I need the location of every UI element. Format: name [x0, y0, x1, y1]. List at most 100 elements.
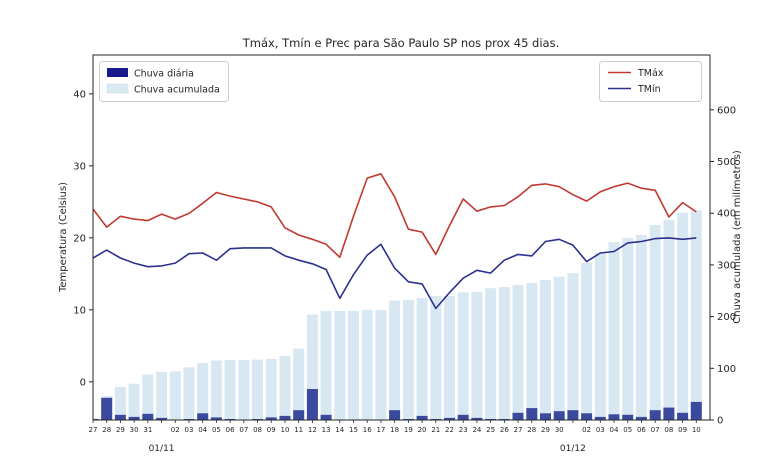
- x-tick-label: 06: [226, 426, 235, 434]
- left-tick-label: 30: [73, 161, 86, 172]
- chuva-diaria-bar: [594, 416, 606, 420]
- chart-title: Tmáx, Tmín e Prec para São Paulo SP nos …: [242, 36, 559, 50]
- chuva-acumulada-bar: [581, 262, 593, 420]
- chuva-diaria-bar: [635, 416, 647, 420]
- right-tick-label: 500: [717, 157, 736, 168]
- chuva-acumulada-bar: [608, 242, 620, 420]
- x-tick-label: 08: [664, 426, 673, 434]
- x-tick-label: 26: [500, 426, 509, 434]
- right-tick-label: 100: [717, 364, 736, 375]
- x-tick-label: 28: [527, 426, 536, 434]
- chuva-acumulada-bar: [389, 300, 401, 420]
- x-tick-label: 23: [459, 426, 468, 434]
- chuva-diaria-bar: [156, 417, 168, 420]
- chuva-diaria-bar: [567, 410, 579, 420]
- chuva-acumulada-bar: [526, 283, 538, 420]
- x-tick-label: 24: [472, 426, 481, 434]
- chuva-acumulada-bar: [416, 298, 428, 420]
- chuva-acumulada-bar: [430, 295, 442, 420]
- chuva-acumulada-bar: [457, 292, 469, 420]
- chuva-diaria-bar: [265, 417, 277, 420]
- legend-temp-box: [599, 61, 702, 102]
- chuva-diaria-bar: [306, 389, 318, 420]
- legend-label-chuva-diaria: Chuva diária: [134, 69, 194, 80]
- x-tick-label: 11: [294, 426, 303, 434]
- right-tick-label: 300: [717, 260, 736, 271]
- chuva-diaria-bar: [540, 413, 551, 420]
- left-axis-label: Temperatura (Celsius): [58, 182, 69, 293]
- x-tick-label: 07: [239, 426, 248, 434]
- right-tick-label: 0: [717, 416, 723, 427]
- chuva-acumulada-bar: [210, 360, 222, 420]
- x-tick-label: 03: [185, 426, 194, 434]
- x-tick-label: 04: [198, 426, 207, 434]
- chuva-diaria-bar: [608, 414, 620, 420]
- x-tick-label: 07: [651, 426, 660, 434]
- chuva-acumulada-bar: [183, 367, 195, 420]
- chuva-acumulada-bar: [320, 310, 332, 420]
- chuva-acumulada-bar: [334, 310, 346, 420]
- x-tick-label: 05: [623, 426, 632, 434]
- legend-label-tmax: TMáx: [637, 68, 664, 79]
- chuva-acumulada-bar: [361, 309, 373, 420]
- x-tick-label: 29: [541, 426, 550, 434]
- lines-layer: [93, 173, 697, 310]
- chuva-acumulada-bar: [128, 383, 140, 420]
- x-tick-label: 27: [89, 426, 98, 434]
- x-tick-label: 22: [445, 426, 454, 434]
- x-tick-label: 14: [335, 426, 344, 434]
- right-tick-label: 200: [717, 312, 736, 323]
- x-tick-label: 30: [555, 426, 564, 434]
- chuva-diaria-bar: [114, 414, 126, 420]
- chuva-diaria-bar: [101, 397, 113, 420]
- chuva-acumulada-bar: [677, 212, 689, 420]
- x-tick-label: 19: [404, 426, 413, 434]
- chuva-diaria-bar: [471, 417, 483, 420]
- chuva-acumulada-bar: [142, 374, 154, 420]
- right-axis-label: Chuva acumulada (em milímetros): [731, 150, 743, 324]
- legend-rain-box: [99, 61, 229, 102]
- left-tick-label: 10: [73, 305, 86, 316]
- x-major-label: 01/11: [149, 444, 175, 454]
- x-major-label: 01/12: [560, 444, 586, 454]
- chuva-acumulada-bar: [567, 273, 579, 420]
- chuva-diaria-bar: [320, 414, 332, 420]
- x-tick-label: 30: [130, 426, 139, 434]
- x-tick-label: 06: [637, 426, 646, 434]
- chuva-diaria-bar: [581, 413, 593, 420]
- x-tick-label: 10: [692, 426, 701, 434]
- chuva-diaria-bar: [457, 414, 469, 420]
- chuva-acumulada-bar: [169, 371, 181, 420]
- bars-layer: [93, 210, 702, 420]
- chuva-diaria-bar: [677, 412, 689, 420]
- x-tick-label: 02: [171, 426, 180, 434]
- x-tick-label: 16: [363, 426, 372, 434]
- chuva-acumulada-bar: [498, 287, 510, 420]
- left-tick-label: 20: [73, 233, 86, 244]
- tmax-line: [93, 173, 697, 259]
- chuva-diaria-bar: [279, 415, 291, 420]
- x-tick-label: 09: [267, 426, 276, 434]
- chuva-acumulada-bar: [594, 253, 606, 420]
- x-tick-label: 31: [143, 426, 152, 434]
- chuva-diaria-bar: [142, 413, 154, 420]
- right-tick-label: 600: [717, 105, 736, 116]
- chuva-acumulada-bar: [224, 360, 236, 420]
- x-tick-label: 25: [486, 426, 495, 434]
- chuva-diaria-bar: [389, 410, 401, 420]
- legend-label-chuva-acumulada: Chuva acumulada: [134, 85, 220, 96]
- chuva-acumulada-bar: [402, 300, 414, 420]
- chuva-acumulada-bar: [663, 219, 675, 420]
- chuva-diaria-bar: [293, 410, 305, 420]
- legend-swatch-chuva-acumulada: [106, 83, 129, 94]
- chuva-acumulada-bar: [690, 210, 702, 420]
- chuva-acumulada-bar: [471, 291, 483, 420]
- legend-temp: TMáx TMín: [599, 61, 702, 102]
- x-tick-label: 17: [376, 426, 385, 434]
- chuva-diaria-bar: [197, 413, 209, 420]
- legend-rain: Chuva diária Chuva acumulada: [99, 61, 229, 102]
- x-tick-label: 20: [418, 426, 427, 434]
- chuva-diaria-bar: [690, 401, 702, 420]
- x-tick-label: 13: [322, 426, 331, 434]
